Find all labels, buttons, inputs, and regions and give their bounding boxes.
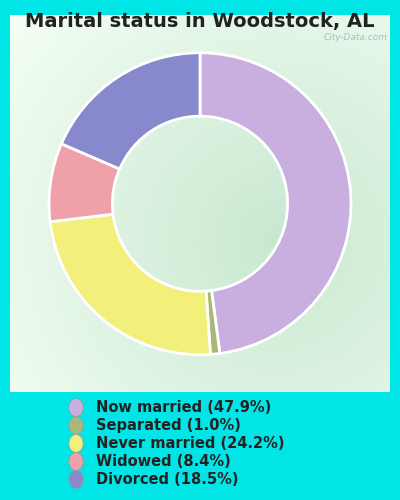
Wedge shape (206, 290, 220, 354)
Text: City-Data.com: City-Data.com (324, 32, 388, 42)
Wedge shape (200, 52, 351, 354)
Text: Now married (47.9%): Now married (47.9%) (96, 400, 271, 415)
Text: Divorced (18.5%): Divorced (18.5%) (96, 472, 238, 487)
Wedge shape (49, 144, 120, 222)
Text: Widowed (8.4%): Widowed (8.4%) (96, 454, 231, 469)
Text: Never married (24.2%): Never married (24.2%) (96, 436, 284, 451)
Text: Separated (1.0%): Separated (1.0%) (96, 418, 241, 433)
Text: Marital status in Woodstock, AL: Marital status in Woodstock, AL (25, 12, 375, 32)
Wedge shape (50, 214, 210, 354)
Wedge shape (62, 52, 200, 169)
